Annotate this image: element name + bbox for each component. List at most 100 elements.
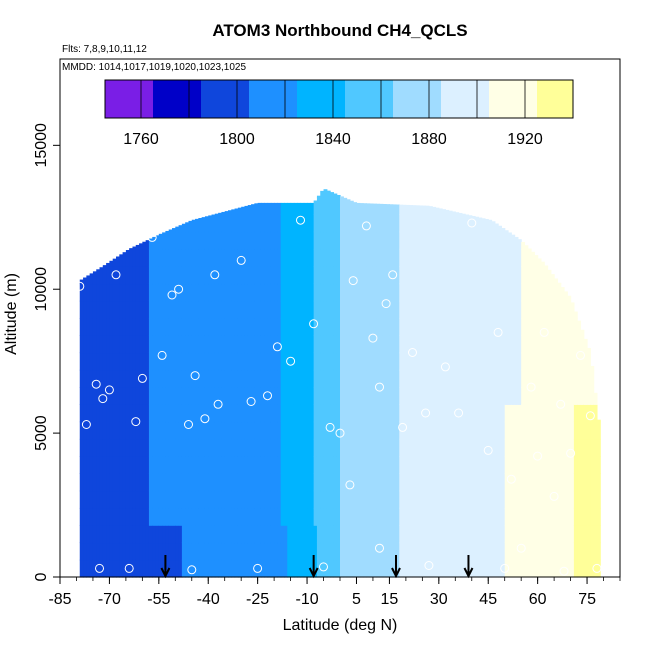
heatmap-cell — [455, 542, 460, 561]
heatmap-cell — [336, 318, 341, 336]
heatmap-cell — [445, 473, 450, 492]
heatmap-cell — [422, 335, 427, 354]
heatmap-cell — [501, 525, 506, 544]
heatmap-cell — [504, 231, 509, 250]
heatmap-cell — [198, 525, 203, 544]
heatmap-cell — [129, 352, 134, 371]
heatmap-cell — [145, 559, 150, 578]
heatmap-cell — [89, 369, 94, 388]
heatmap-cell — [442, 404, 447, 423]
heatmap-cell — [461, 525, 466, 544]
heatmap-cell — [346, 542, 351, 561]
heatmap-cell — [369, 507, 374, 526]
heatmap-cell — [155, 283, 160, 302]
heatmap-cell — [290, 300, 295, 319]
heatmap-cell — [178, 352, 183, 371]
heatmap-cell — [237, 559, 242, 578]
heatmap-cell — [237, 490, 242, 509]
heatmap-cell — [129, 404, 134, 423]
heatmap-cell — [570, 352, 575, 371]
heatmap-cell — [343, 387, 348, 405]
heatmap-cell — [168, 352, 173, 371]
heatmap-cell — [356, 387, 361, 405]
heatmap-cell — [412, 542, 417, 561]
heatmap-cell — [270, 490, 275, 509]
heatmap-cell — [544, 438, 549, 457]
heatmap-cell — [488, 456, 493, 474]
heatmap-cell — [336, 248, 341, 267]
heatmap-cell — [257, 490, 262, 509]
sample-point — [361, 221, 371, 231]
heatmap-cell — [165, 248, 170, 267]
heatmap-cell — [494, 318, 499, 336]
heatmap-cell — [228, 473, 232, 492]
x-tick-label: -40 — [197, 591, 220, 608]
heatmap-cell — [231, 542, 236, 561]
heatmap-cell — [172, 387, 176, 405]
heatmap-cell — [359, 214, 364, 233]
heatmap-cell — [96, 369, 101, 388]
heatmap-cell — [116, 300, 120, 319]
heatmap-cell — [524, 369, 529, 388]
heatmap-cell — [254, 473, 259, 492]
heatmap-cell — [280, 490, 285, 509]
heatmap-cell — [188, 559, 193, 578]
heatmap-cell — [471, 456, 476, 474]
heatmap-cell — [155, 266, 160, 285]
heatmap-cell — [488, 525, 493, 544]
heatmap-cell — [527, 369, 532, 388]
heatmap-cell — [270, 318, 275, 336]
sample-point — [187, 565, 197, 575]
heatmap-cell — [303, 266, 308, 285]
heatmap-cell — [336, 438, 341, 457]
heatmap-cell — [465, 248, 470, 267]
heatmap-cell — [119, 456, 124, 474]
heatmap-cell — [152, 438, 157, 457]
heatmap-cell — [531, 251, 535, 267]
heatmap-cell — [277, 283, 282, 302]
heatmap-cell — [511, 438, 516, 457]
heatmap-cell — [471, 369, 476, 388]
heatmap-cell — [465, 421, 470, 440]
heatmap-cell — [432, 404, 437, 423]
heatmap-cell — [343, 283, 348, 302]
heatmap-cell — [422, 369, 427, 388]
colorbar-tick-label: 1920 — [507, 131, 543, 148]
heatmap-cell — [310, 300, 315, 319]
sample-point — [516, 543, 526, 553]
heatmap-cell — [165, 525, 170, 544]
heatmap-cell — [208, 473, 213, 492]
heatmap-cell — [185, 525, 190, 544]
heatmap-cell — [379, 438, 384, 457]
heatmap-cell — [145, 248, 150, 267]
heatmap-cell — [221, 352, 226, 371]
heatmap-cell — [517, 438, 522, 457]
heatmap-cell — [359, 473, 364, 492]
colorbar-swatch — [189, 80, 196, 118]
heatmap-cell — [402, 231, 407, 250]
heatmap-cell — [504, 507, 509, 526]
heatmap-cell — [224, 300, 229, 319]
heatmap-cell — [333, 404, 338, 423]
heatmap-cell — [491, 231, 496, 250]
heatmap-cell — [122, 438, 127, 457]
heatmap-cell — [135, 421, 140, 440]
heatmap-cell — [125, 438, 130, 457]
heatmap-cell — [475, 231, 479, 250]
heatmap-cell — [415, 248, 420, 267]
heatmap-cell — [435, 507, 440, 526]
heatmap-cell — [125, 352, 130, 371]
heatmap-cell — [590, 525, 595, 544]
flight-arrow — [391, 555, 401, 579]
heatmap-cell — [221, 525, 226, 544]
heatmap-cell — [300, 456, 305, 474]
heatmap-cell — [514, 283, 519, 302]
heatmap-cell — [224, 318, 229, 336]
heatmap-cell — [554, 507, 559, 526]
heatmap-cell — [162, 456, 167, 474]
heatmap-cell — [363, 525, 367, 544]
heatmap-cell — [254, 490, 259, 509]
heatmap-cell — [320, 438, 325, 457]
heatmap-cell — [270, 559, 275, 578]
heatmap-cell — [494, 542, 499, 561]
